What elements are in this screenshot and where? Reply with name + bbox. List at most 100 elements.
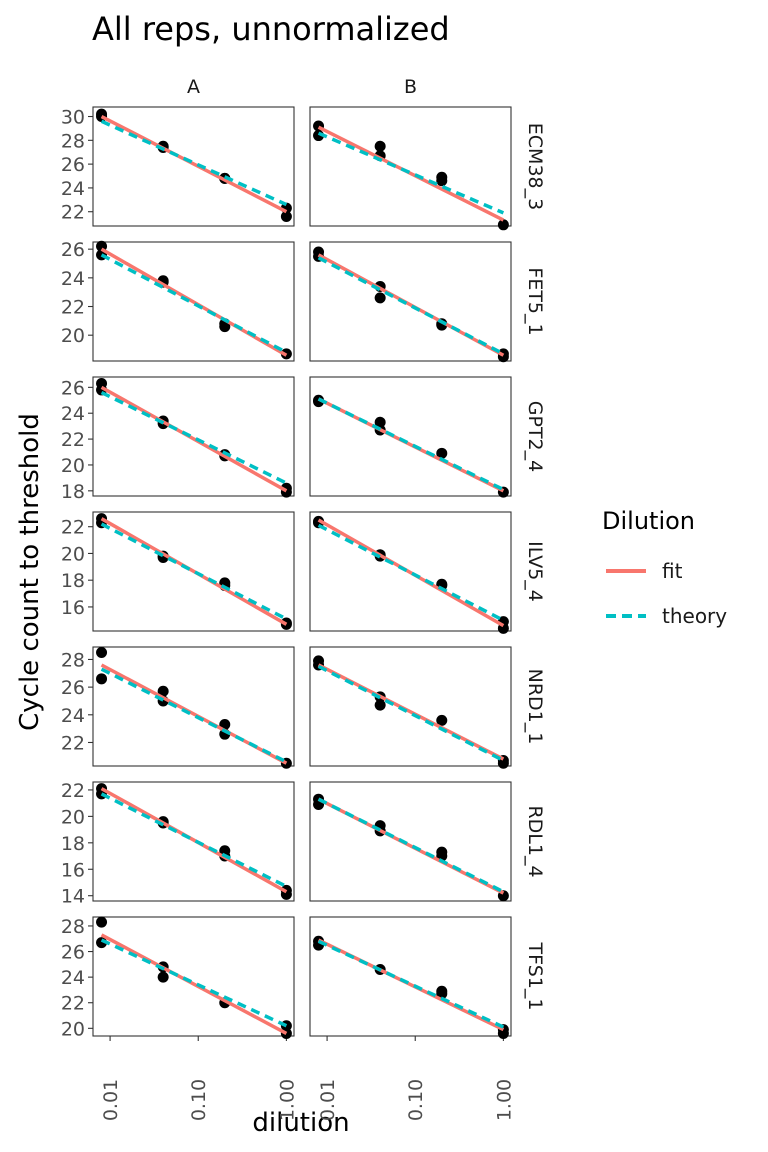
- y-tick-label: 18: [61, 570, 85, 592]
- theory-line: [100, 390, 288, 485]
- data-point: [374, 292, 386, 304]
- facet-panel: [92, 916, 295, 1039]
- x-tick-label: 1.00: [493, 1079, 515, 1121]
- legend-theory-label: theory: [662, 604, 727, 628]
- y-tick-label: 24: [61, 403, 85, 425]
- facet-panel: [92, 511, 295, 632]
- fit-line: [100, 517, 288, 626]
- y-tick-label: 28: [61, 916, 85, 938]
- facet-panel: [92, 240, 295, 362]
- x-tick-label: 0.10: [405, 1079, 427, 1121]
- y-tick-label: 22: [61, 297, 85, 319]
- x-tick-label: 0.01: [317, 1079, 339, 1121]
- y-tick-label: 26: [61, 239, 85, 261]
- legend-title: Dilution: [602, 507, 695, 535]
- facet-panel: [309, 241, 512, 363]
- theory-line: [100, 938, 288, 1028]
- theory-line: [317, 397, 505, 492]
- column-strip-label: A: [187, 76, 200, 98]
- fit-line: [317, 125, 505, 222]
- y-tick-label: 24: [61, 967, 85, 989]
- y-tick-label: 22: [61, 993, 85, 1015]
- y-tick-label: 28: [61, 130, 85, 152]
- y-tick-label: 16: [61, 597, 85, 619]
- facet-panel: [309, 106, 512, 231]
- theory-line: [317, 664, 505, 763]
- facet-panel: [92, 781, 295, 902]
- legend-fit-label: fit: [662, 559, 683, 583]
- y-tick-label: 22: [61, 429, 85, 451]
- y-tick-label: 22: [61, 732, 85, 754]
- data-point: [374, 699, 386, 711]
- y-tick-label: 26: [61, 154, 85, 176]
- data-point: [96, 647, 108, 659]
- facet-panel: [309, 781, 512, 902]
- theory-line: [317, 131, 505, 215]
- data-point: [96, 673, 108, 685]
- y-axis-label: Cycle count to threshold: [15, 413, 45, 731]
- x-axis-label: dilution: [252, 1108, 349, 1138]
- y-tick-label: 22: [61, 517, 85, 539]
- y-tick-label: 26: [61, 677, 85, 699]
- y-tick-label: 22: [61, 202, 85, 224]
- row-strip-label: ILV5_4: [524, 541, 546, 602]
- theory-line: [317, 939, 505, 1029]
- facet-panel: [309, 376, 512, 498]
- y-tick-label: 16: [61, 859, 85, 881]
- theory-line: [100, 792, 288, 889]
- theory-line: [317, 797, 505, 894]
- y-tick-label: 14: [61, 886, 85, 908]
- y-tick-label: 26: [61, 942, 85, 964]
- row-strip-label: RDL1_4: [524, 805, 546, 877]
- theory-line: [100, 119, 288, 207]
- x-tick-label: 0.01: [100, 1079, 122, 1121]
- fit-line: [100, 385, 288, 493]
- y-tick-label: 20: [61, 325, 85, 347]
- facet-panel: [92, 646, 295, 769]
- column-strip-label: B: [404, 76, 417, 98]
- facet-panel: [309, 646, 512, 769]
- data-point: [157, 685, 169, 697]
- theory-line: [317, 523, 505, 622]
- theory-line: [100, 522, 288, 621]
- chart-title: All reps, unnormalized: [92, 10, 450, 48]
- fit-line: [100, 247, 288, 357]
- y-tick-label: 20: [61, 1018, 85, 1040]
- y-tick-label: 24: [61, 268, 85, 290]
- row-strip-label: ECM38_3: [524, 123, 546, 210]
- data-point: [374, 140, 386, 152]
- fit-line: [100, 114, 288, 214]
- data-point: [374, 416, 386, 428]
- data-point: [436, 714, 448, 726]
- data-point: [497, 219, 509, 231]
- y-tick-label: 20: [61, 455, 85, 477]
- data-point: [436, 447, 448, 459]
- y-tick-label: 22: [61, 780, 85, 802]
- facet-panel: [92, 106, 295, 227]
- facet-panel: [309, 511, 512, 634]
- data-point: [280, 210, 292, 222]
- facet-panel: [92, 376, 295, 498]
- data-point: [157, 971, 169, 983]
- row-strip-label: TFS1_1: [524, 942, 546, 1011]
- theory-line: [317, 256, 505, 356]
- data-point: [497, 1027, 509, 1039]
- fit-line: [317, 518, 505, 628]
- row-strip-label: FET5_1: [524, 267, 546, 335]
- data-point: [497, 757, 509, 769]
- x-tick-label: 1.00: [276, 1079, 298, 1121]
- y-tick-label: 30: [61, 107, 85, 129]
- fit-line: [100, 933, 288, 1035]
- y-tick-label: 24: [61, 705, 85, 727]
- row-strip-label: GPT2_4: [524, 401, 546, 472]
- y-tick-label: 18: [61, 481, 85, 503]
- panel-border: [92, 646, 295, 767]
- data-point: [219, 321, 231, 333]
- y-tick-label: 24: [61, 178, 85, 200]
- data-point: [96, 916, 108, 928]
- theory-line: [100, 253, 288, 354]
- y-tick-label: 18: [61, 833, 85, 855]
- panel-border: [92, 106, 295, 227]
- panel-border: [92, 916, 295, 1037]
- facet-panel: [309, 916, 512, 1039]
